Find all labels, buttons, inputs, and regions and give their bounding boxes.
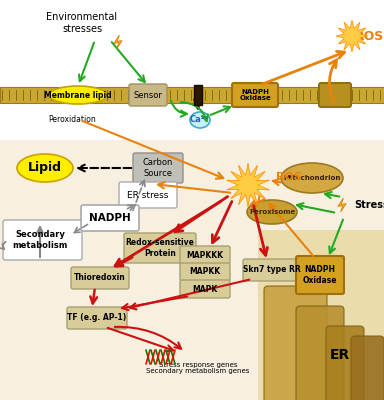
Text: MAPKKK: MAPKKK (187, 250, 223, 260)
Text: Environmental
stresses: Environmental stresses (46, 12, 118, 34)
Polygon shape (114, 35, 122, 49)
Text: ER: ER (330, 348, 350, 362)
Ellipse shape (247, 200, 297, 224)
Ellipse shape (17, 154, 73, 182)
FancyBboxPatch shape (71, 267, 129, 289)
Ellipse shape (190, 112, 210, 128)
Text: Redox-sensitive
Protein: Redox-sensitive Protein (126, 238, 194, 258)
FancyBboxPatch shape (133, 153, 183, 183)
FancyBboxPatch shape (326, 326, 364, 400)
Text: NADPH
Oxidase: NADPH Oxidase (303, 265, 337, 285)
Polygon shape (336, 20, 368, 52)
Text: Mitochondrion: Mitochondrion (283, 175, 341, 181)
FancyBboxPatch shape (0, 140, 384, 400)
Text: MAPKK: MAPKK (189, 268, 220, 276)
FancyBboxPatch shape (180, 263, 230, 281)
Text: Stress response genes
Secondary metabolism genes: Stress response genes Secondary metaboli… (146, 362, 250, 374)
Text: NADPH: NADPH (89, 213, 131, 223)
FancyBboxPatch shape (232, 83, 278, 107)
FancyBboxPatch shape (180, 280, 230, 298)
FancyBboxPatch shape (243, 259, 301, 281)
Ellipse shape (49, 86, 107, 104)
FancyBboxPatch shape (124, 233, 196, 263)
FancyBboxPatch shape (119, 182, 177, 208)
Text: Sensor: Sensor (134, 90, 162, 100)
FancyBboxPatch shape (180, 246, 230, 264)
Text: TF (e.g. AP-1): TF (e.g. AP-1) (67, 314, 127, 322)
Polygon shape (338, 198, 346, 212)
FancyBboxPatch shape (129, 84, 167, 106)
FancyBboxPatch shape (296, 256, 344, 294)
Text: Membrane lipid: Membrane lipid (44, 90, 112, 100)
FancyBboxPatch shape (258, 230, 384, 400)
Text: MAPK: MAPK (192, 284, 218, 294)
FancyBboxPatch shape (319, 83, 351, 107)
Bar (194, 85, 202, 105)
Text: Skn7 type RR: Skn7 type RR (243, 266, 301, 274)
Polygon shape (227, 163, 270, 207)
Text: Ca²⁺: Ca²⁺ (190, 116, 210, 124)
Text: ROS: ROS (355, 30, 384, 43)
FancyBboxPatch shape (351, 336, 384, 400)
Text: Thioredoxin: Thioredoxin (74, 274, 126, 282)
FancyBboxPatch shape (81, 205, 139, 231)
Text: ROS: ROS (276, 172, 302, 182)
Ellipse shape (281, 163, 343, 193)
Text: Peroxidation: Peroxidation (48, 115, 96, 124)
Text: Stresses: Stresses (354, 200, 384, 210)
Text: Lipid: Lipid (28, 162, 62, 174)
FancyBboxPatch shape (3, 220, 82, 260)
Text: ER stress: ER stress (127, 190, 169, 200)
Text: NADPH
Oxidase: NADPH Oxidase (239, 88, 271, 102)
FancyBboxPatch shape (264, 286, 327, 400)
FancyBboxPatch shape (296, 306, 344, 400)
FancyBboxPatch shape (67, 307, 127, 329)
Text: Peroxisome: Peroxisome (249, 209, 295, 215)
Bar (0, 87, 384, 103)
Text: Secondary
metabolism: Secondary metabolism (12, 230, 68, 250)
Text: Carbon
Source: Carbon Source (143, 158, 173, 178)
